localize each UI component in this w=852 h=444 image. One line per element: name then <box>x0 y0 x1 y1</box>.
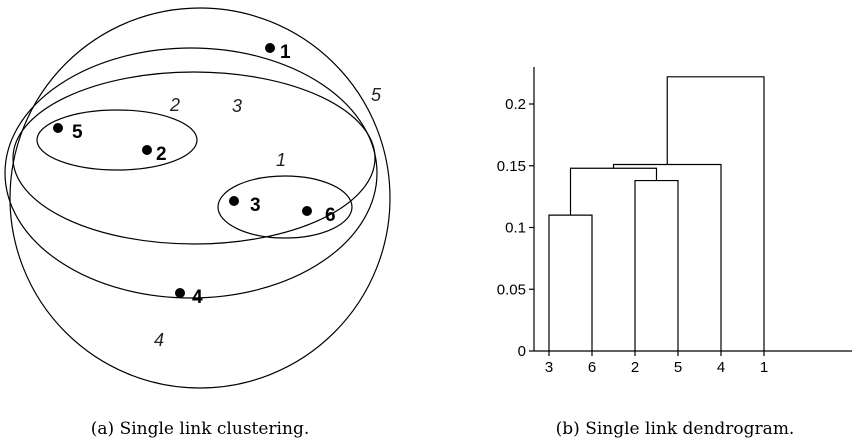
point-5-label: 5 <box>72 122 83 143</box>
dendrogram-links <box>548 76 765 351</box>
x-tick-label: 5 <box>674 359 682 376</box>
y-tick-label: 0.2 <box>505 96 526 113</box>
dendrogram-link-5 <box>666 76 765 351</box>
x-tick-label: 6 <box>588 359 596 376</box>
point-1-dot <box>265 43 275 53</box>
point-2-label: 2 <box>156 144 167 165</box>
right-caption: (b) Single link dendrogram. <box>556 419 795 439</box>
point-3-dot <box>229 196 239 206</box>
point-3-label: 3 <box>250 195 261 216</box>
cluster-5-circle <box>9 7 391 389</box>
left-caption: (a) Single link clustering. <box>91 419 309 439</box>
y-tick-label: 0.05 <box>497 281 526 298</box>
cluster-3-ellipse <box>12 71 376 245</box>
cluster-3-label: 3 <box>232 96 242 116</box>
x-tick-label: 1 <box>760 359 768 376</box>
y-ticks: 0 0.05 0.1 0.15 0.2 <box>497 96 534 360</box>
y-tick-label: 0 <box>518 343 526 360</box>
cluster-1-label: 1 <box>276 150 286 170</box>
point-2-dot <box>142 145 152 155</box>
y-tick-label: 0.1 <box>505 220 526 237</box>
point-4-label: 4 <box>192 287 203 308</box>
point-1-label: 1 <box>280 42 291 63</box>
x-ticks: 3 6 2 5 4 1 <box>545 351 768 376</box>
point-4-dot <box>175 288 185 298</box>
cluster-4-ellipse <box>4 47 378 299</box>
point-6-dot <box>302 206 312 216</box>
cluster-5-label: 5 <box>371 85 382 105</box>
dendrogram-link-1 <box>548 214 593 351</box>
x-tick-label: 3 <box>545 359 553 376</box>
x-tick-label: 4 <box>717 359 725 376</box>
dendrogram-link-3 <box>569 167 658 216</box>
dendrogram-plot: 0 0.05 0.1 0.15 0.2 3 6 2 5 4 1 <box>497 67 852 376</box>
point-5-dot <box>53 123 63 133</box>
cluster-1-ellipse <box>217 175 353 239</box>
dendrogram-link-2 <box>634 179 679 351</box>
x-tick-label: 2 <box>631 359 639 376</box>
cluster-2-label: 2 <box>169 95 180 115</box>
y-tick-label: 0.15 <box>497 158 526 175</box>
cluster-2-ellipse <box>36 109 198 171</box>
dendrogram-link-4 <box>612 163 722 351</box>
point-6-label: 6 <box>325 205 336 226</box>
clustering-diagram: 1 5 2 3 6 4 1 2 3 4 5 <box>4 7 391 389</box>
cluster-4-label: 4 <box>154 330 164 350</box>
